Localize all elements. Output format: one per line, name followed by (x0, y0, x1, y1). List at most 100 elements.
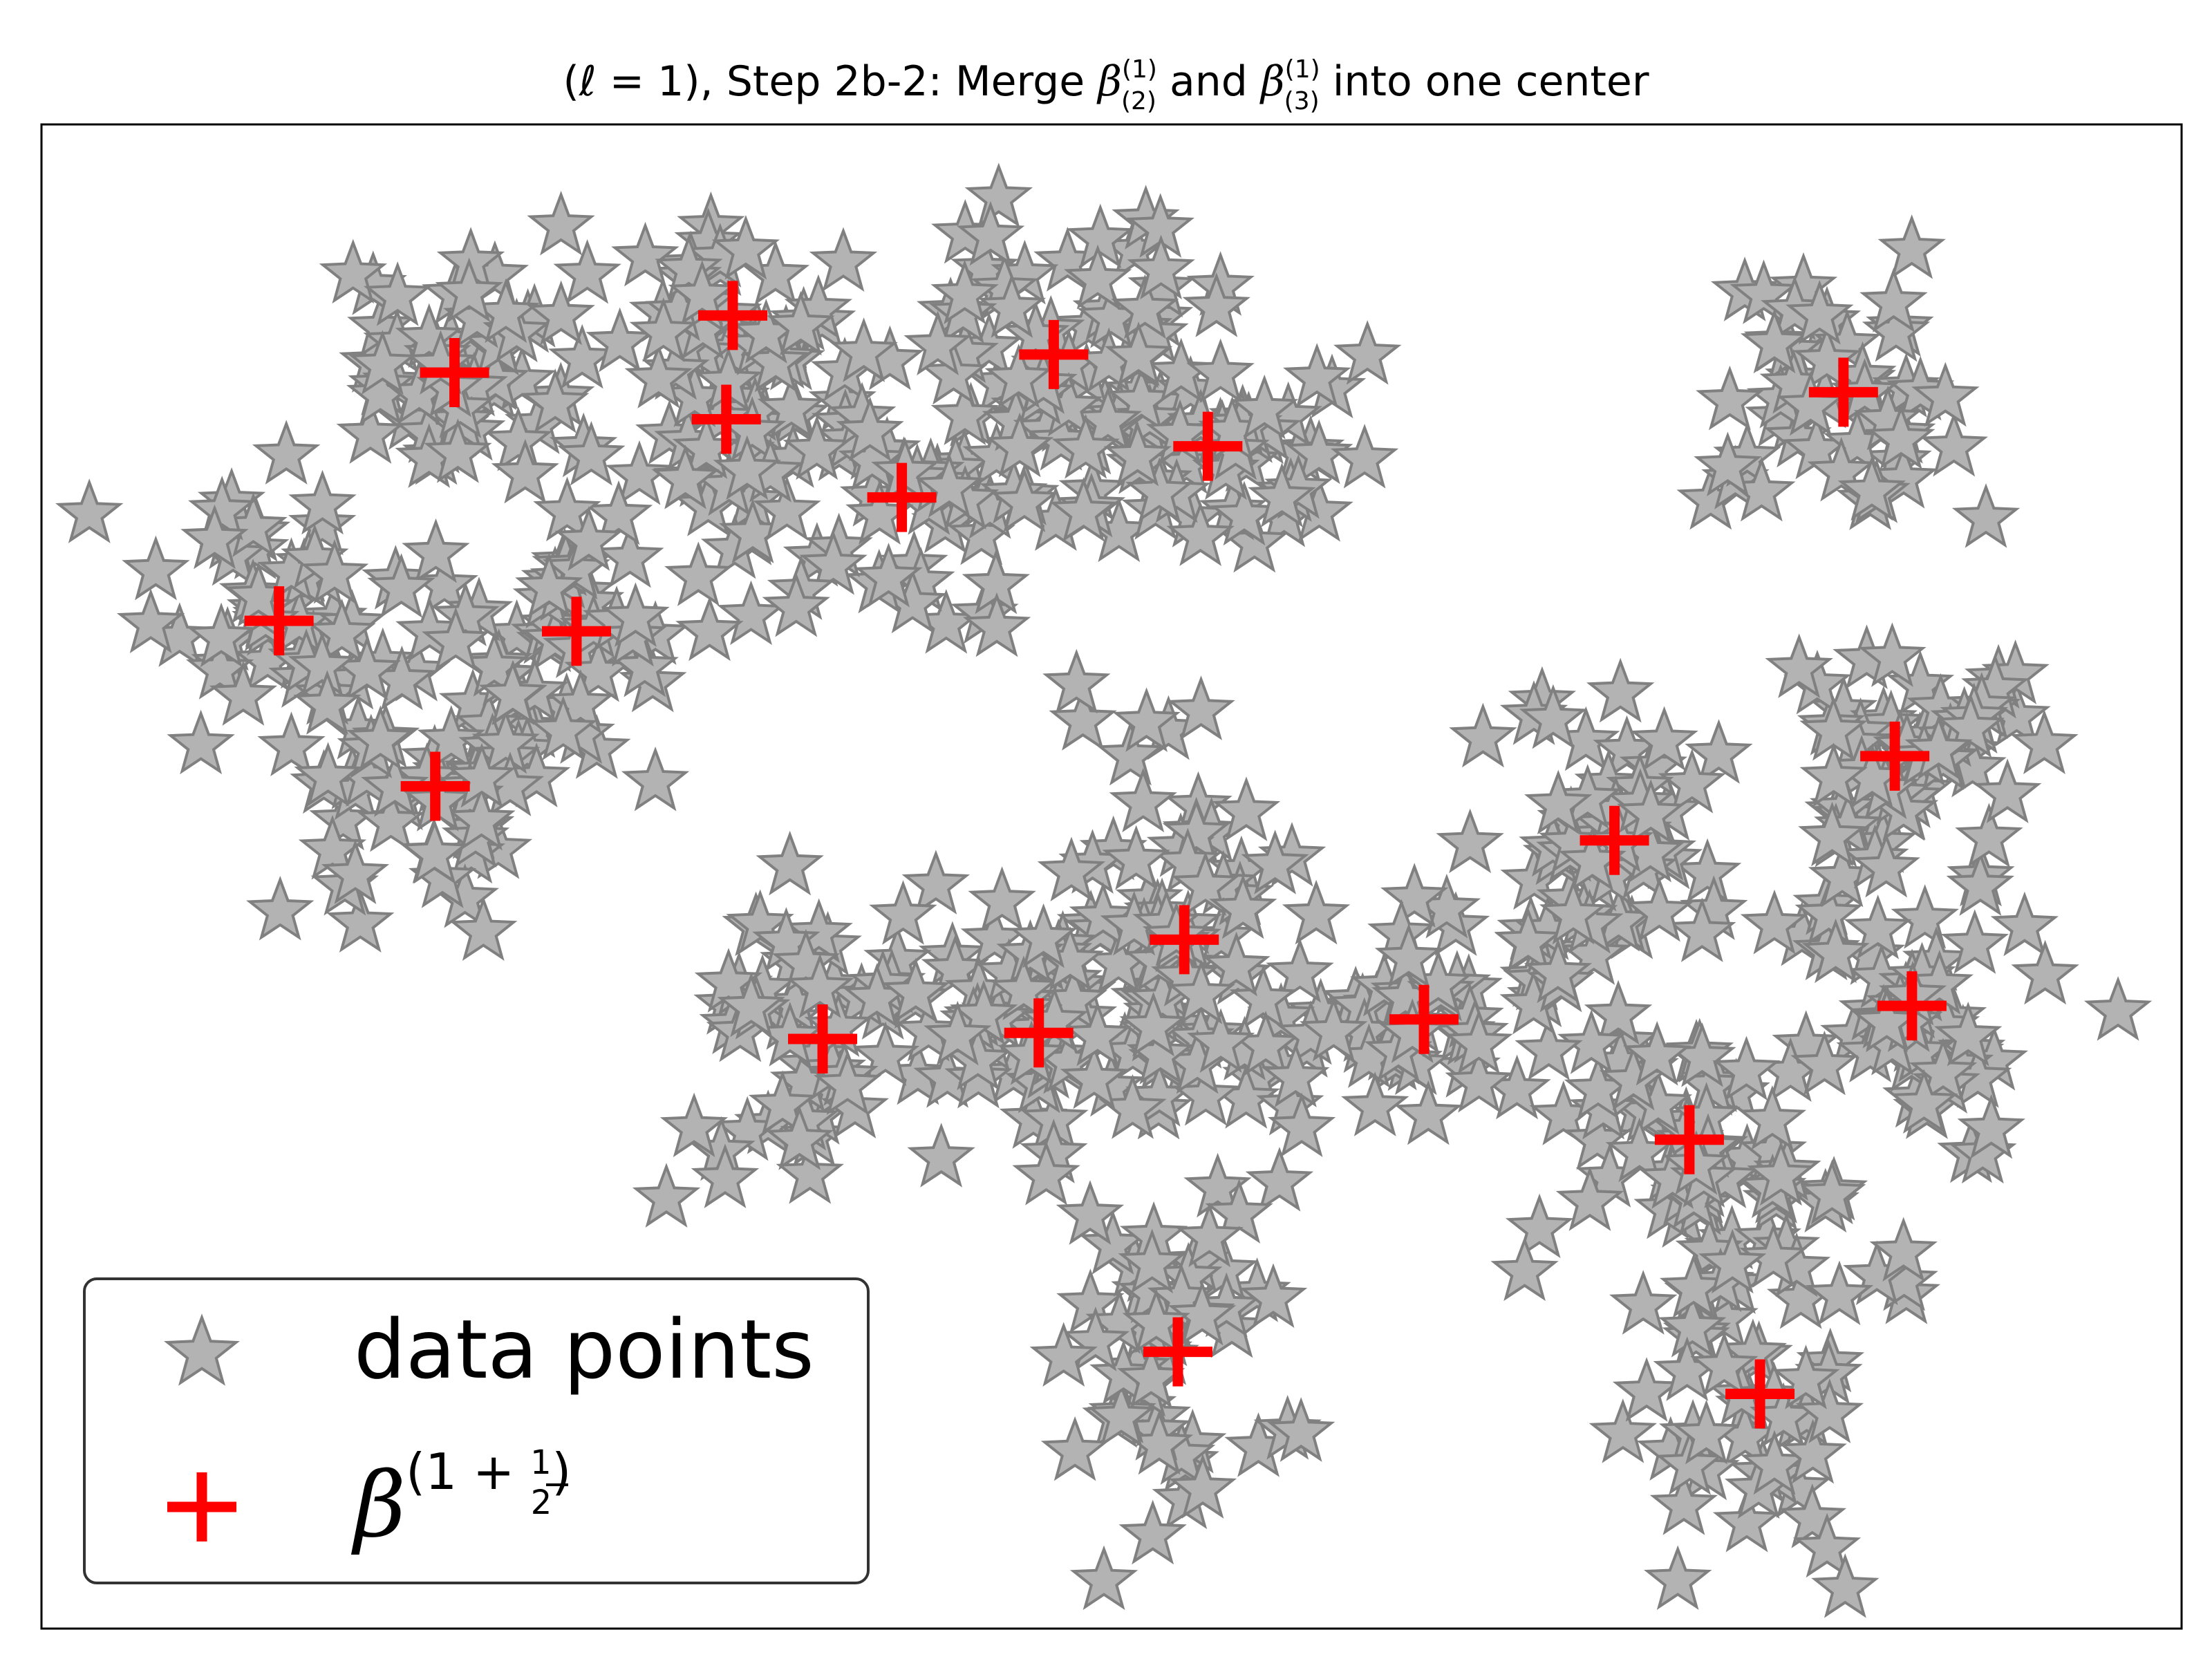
data-point (1300, 996, 1368, 1062)
axes-frame (40, 123, 2183, 1630)
data-point (929, 279, 997, 344)
legend-star-shape (164, 1313, 240, 1386)
data-point (321, 839, 390, 905)
data-point (1814, 791, 1882, 857)
data-point (851, 1021, 920, 1087)
data-point (956, 200, 1025, 266)
data-point (1162, 798, 1230, 863)
center-marker (788, 1004, 858, 1074)
data-point (757, 374, 826, 439)
data-point (1069, 881, 1138, 947)
data-point (601, 582, 670, 647)
data-point (521, 368, 590, 433)
data-point (406, 330, 475, 395)
data-point (629, 297, 698, 362)
data-point (1125, 457, 1194, 523)
data-point (990, 467, 1059, 532)
data-point (422, 606, 490, 672)
data-point (1936, 693, 2005, 758)
data-point (1103, 421, 1172, 487)
data-point (1799, 742, 1868, 807)
data-point (1049, 686, 1117, 751)
data-point (854, 543, 923, 608)
center-marker (1173, 411, 1243, 481)
data-point (402, 518, 470, 583)
data-point (484, 406, 553, 471)
data-point (915, 453, 984, 518)
data-point (1449, 702, 1517, 768)
chart-title: (ℓ = 1), Step 2b-2: Merge β(1) (2) and β(… (563, 55, 1649, 115)
data-point (977, 273, 1047, 338)
data-point (1436, 808, 1504, 874)
data-point (1069, 1545, 1138, 1611)
data-point (1167, 959, 1235, 1024)
data-point (546, 669, 615, 734)
data-point (664, 541, 733, 606)
data-point (2083, 976, 2153, 1041)
data-point (1798, 801, 1866, 867)
data-point (968, 866, 1036, 931)
data-point (1866, 404, 1936, 469)
title-suffix: into one center (1320, 57, 1649, 106)
data-point (668, 260, 736, 325)
data-point (1765, 633, 1833, 698)
data-point (1685, 719, 1753, 784)
center-marker (1860, 721, 1930, 791)
data-point (1844, 894, 1912, 959)
data-point (1112, 687, 1181, 752)
data-point (185, 635, 254, 700)
data-point (1801, 918, 1870, 984)
data-point (1505, 1193, 1574, 1259)
data-point (1267, 1092, 1336, 1157)
data-points-layer (55, 162, 2153, 1618)
data-point (1096, 720, 1165, 786)
data-point (1869, 1217, 1938, 1282)
data-point (1662, 1130, 1731, 1195)
data-point (1672, 1399, 1741, 1465)
data-point (1212, 776, 1281, 841)
data-point (1104, 321, 1173, 386)
data-point (713, 435, 781, 500)
data-point (187, 602, 256, 668)
data-point (1182, 272, 1250, 337)
data-point (527, 280, 595, 346)
data-point (367, 553, 435, 618)
data-point (1658, 1293, 1727, 1358)
data-point (1539, 879, 1608, 945)
legend-box (83, 1277, 870, 1584)
data-point (989, 955, 1058, 1020)
data-point (336, 399, 405, 464)
legend-beta-num: 1 (530, 1443, 552, 1482)
data-point (1074, 386, 1143, 451)
data-point (1792, 1512, 1862, 1578)
data-point (122, 535, 190, 601)
data-point (838, 426, 906, 491)
data-point (1891, 884, 1959, 949)
data-point (907, 1123, 975, 1188)
data-point (1951, 483, 2021, 548)
data-point (997, 1020, 1066, 1085)
center-marker (1580, 805, 1649, 875)
data-point (1609, 1270, 1678, 1335)
data-point (924, 1000, 992, 1066)
title-beta-b: β (1259, 57, 1285, 106)
data-point (1118, 1499, 1187, 1565)
data-point (1612, 1357, 1681, 1422)
data-point (257, 711, 326, 777)
data-point (984, 344, 1053, 409)
plot-area (55, 162, 2153, 1618)
data-point (553, 238, 621, 304)
data-point (813, 1050, 882, 1116)
data-point (55, 478, 124, 543)
data-point (1262, 1042, 1330, 1107)
title-prefix: (ℓ = 1), Step 2b-2: Merge (563, 57, 1098, 106)
data-point (1712, 1487, 1781, 1553)
data-point (293, 670, 362, 735)
data-point (319, 238, 388, 304)
data-point (1119, 991, 1188, 1057)
data-point (1230, 374, 1299, 440)
data-point (1063, 1001, 1132, 1067)
data-point (1183, 1152, 1252, 1218)
data-point (1811, 1553, 1880, 1618)
